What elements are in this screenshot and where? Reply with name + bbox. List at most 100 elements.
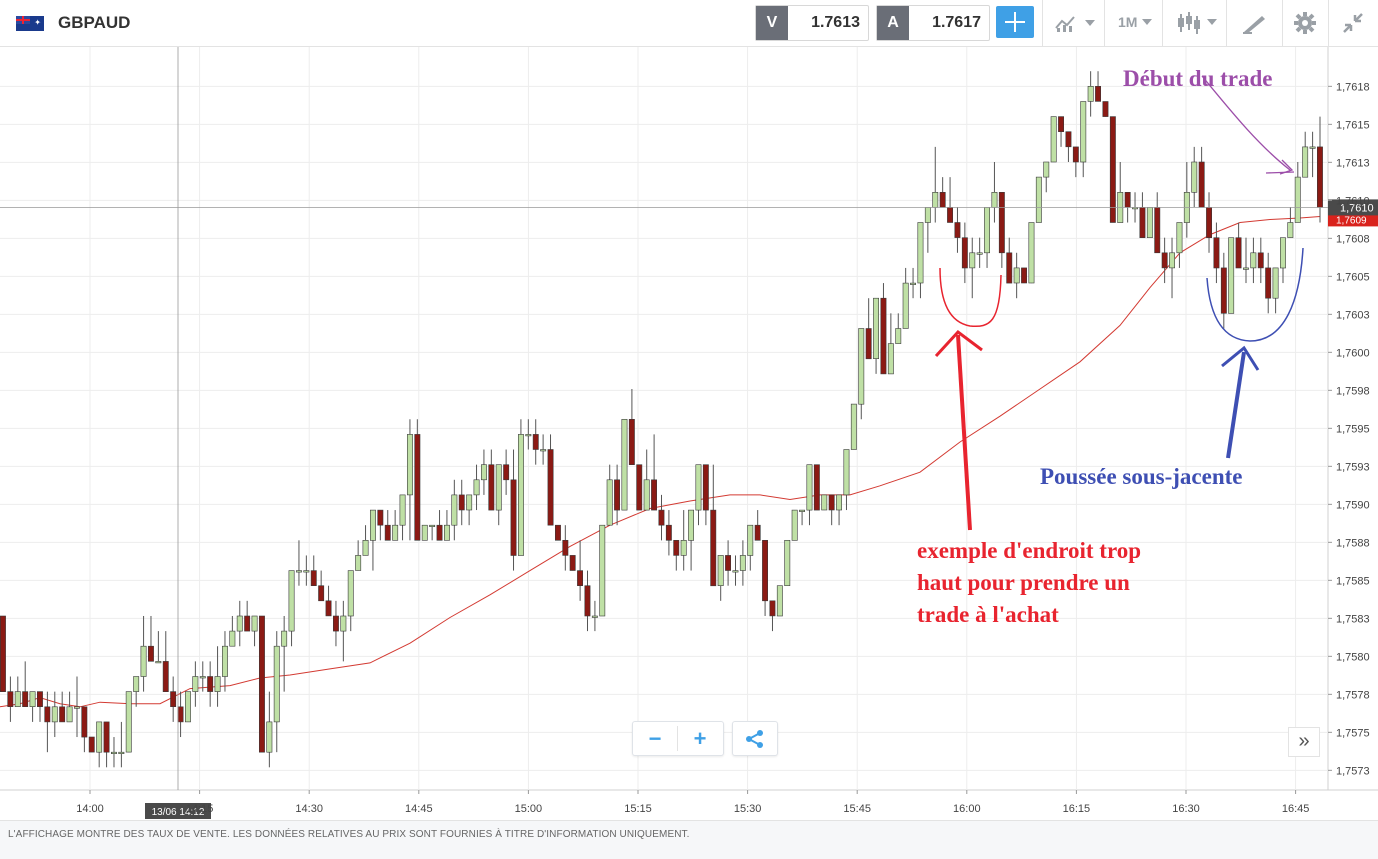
expand-button[interactable]: » — [1288, 727, 1320, 757]
candle — [710, 464, 717, 587]
current-price-badge — [1328, 213, 1378, 227]
candle — [939, 177, 946, 208]
zoom-controls: − + — [632, 721, 724, 756]
candle-body — [799, 509, 806, 512]
candle — [310, 555, 317, 586]
drawing-tools-button[interactable] — [1226, 0, 1283, 46]
share-button[interactable] — [732, 721, 778, 756]
candle-body — [599, 524, 606, 617]
candle-body — [1028, 222, 1035, 284]
settings-button[interactable] — [1282, 0, 1329, 46]
candle-body — [747, 524, 754, 556]
candle — [606, 464, 613, 526]
candle — [421, 524, 428, 541]
sell-price-box[interactable]: V 1.7613 — [755, 5, 869, 41]
candle — [1028, 222, 1035, 284]
candle-body — [569, 555, 576, 571]
candle-body — [1191, 161, 1198, 193]
candle-body — [665, 524, 672, 541]
candle — [776, 585, 783, 617]
candle-body — [910, 282, 917, 285]
x-tick-label: 14:00 — [76, 803, 104, 815]
candle-body — [806, 464, 813, 511]
candle-body — [858, 328, 865, 405]
timeframe-button[interactable]: 1M — [1104, 0, 1163, 46]
candle — [214, 646, 221, 707]
candle-body — [281, 630, 288, 647]
candle — [577, 540, 584, 601]
x-tick-label: 15:45 — [843, 803, 871, 815]
candle — [429, 524, 436, 541]
candle — [51, 691, 58, 738]
buy-price-box[interactable]: A 1.7617 — [876, 5, 990, 41]
candle-body — [1317, 146, 1323, 208]
zoom-out-button[interactable]: − — [633, 722, 677, 755]
sell-price: 1.7613 — [811, 14, 860, 31]
buy-tag: A — [877, 6, 909, 40]
candle-body — [643, 479, 650, 511]
y-tick-label: 1,7618 — [1336, 81, 1370, 93]
crosshair-price-badge — [1328, 199, 1378, 216]
candle-body — [1302, 146, 1309, 178]
candle-body — [185, 691, 191, 723]
candle-body — [710, 509, 717, 587]
candle-body — [739, 555, 746, 571]
candle — [1139, 192, 1146, 238]
candle — [22, 661, 29, 707]
candle — [1287, 207, 1294, 238]
annotation-debut-du-trade: Début du trade — [1123, 66, 1273, 91]
crosshair-time-badge — [145, 803, 211, 819]
candle — [1183, 162, 1190, 238]
candle-body — [74, 706, 80, 709]
candle-body — [680, 539, 687, 556]
candle — [222, 631, 228, 692]
candle-body — [229, 630, 236, 647]
y-tick-label: 1,7580 — [1336, 651, 1370, 663]
candle-body — [111, 751, 117, 755]
candle-body — [1309, 146, 1316, 149]
candle — [436, 510, 443, 541]
candle-body — [148, 645, 154, 662]
candle — [717, 555, 724, 601]
candle-body — [325, 600, 332, 617]
chart-type-button[interactable] — [1162, 0, 1227, 46]
candle-body — [836, 494, 843, 511]
y-tick-label: 1,7583 — [1336, 613, 1370, 625]
candle — [954, 207, 961, 253]
candle — [1317, 116, 1323, 223]
y-tick-label: 1,7588 — [1336, 537, 1370, 549]
candle-body — [887, 343, 894, 375]
candle — [81, 706, 88, 753]
candle-body — [621, 418, 628, 511]
zoom-in-button[interactable]: + — [678, 722, 722, 755]
candle-body — [1169, 252, 1176, 269]
price-axis: 1,7573 1,7575 1,7578 1,7580 1,7583 1,7585 1,75… — [1328, 81, 1370, 777]
collapse-button[interactable] — [1328, 0, 1378, 46]
indicators-button[interactable] — [1042, 0, 1105, 46]
candle — [1257, 237, 1264, 284]
candle-body — [1265, 267, 1272, 299]
candles — [0, 71, 1323, 768]
candle-body — [1043, 161, 1050, 178]
candle — [739, 540, 746, 586]
candle-body — [355, 555, 362, 571]
candle-body — [1294, 176, 1301, 223]
candle-body — [843, 449, 850, 496]
y-tick-label: 1,7590 — [1336, 499, 1370, 511]
candle — [162, 631, 169, 693]
candle — [1087, 71, 1094, 117]
candle — [170, 676, 177, 722]
candle — [791, 509, 798, 541]
candle — [784, 539, 791, 586]
candle-body — [1035, 176, 1042, 223]
candle — [96, 721, 103, 768]
share-icon — [746, 730, 763, 748]
candle — [347, 570, 354, 632]
candle — [1080, 101, 1087, 178]
candle — [140, 615, 147, 692]
annotation-poussee-sous-jacente: Poussée sous-jacente — [1040, 464, 1243, 489]
crosshair-button[interactable] — [996, 6, 1034, 38]
candle — [236, 600, 243, 647]
